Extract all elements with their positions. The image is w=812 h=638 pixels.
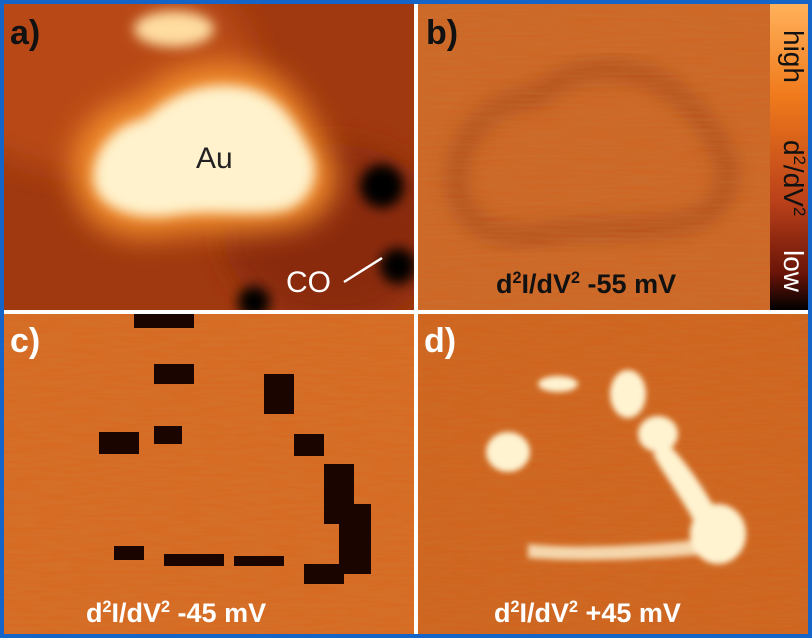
- au-island-label: Au: [196, 142, 233, 175]
- panel-d-spectroscopy-map: d) d2I/dV2 +45 mV: [418, 314, 808, 634]
- panel-label-b: b): [426, 14, 459, 52]
- panel-label-c: c): [10, 322, 41, 360]
- panel-b-spectroscopy-map: b) d2I/dV2 -55 mV: [418, 4, 770, 310]
- colorbar-quantity-label: d2/dV2: [778, 140, 809, 217]
- panel-label-d: d): [424, 322, 457, 360]
- panel-a-topography: a) Au CO: [4, 4, 414, 310]
- spectroscopy-image-c: [4, 314, 414, 634]
- dark-outline-c: [99, 314, 371, 584]
- spectroscopy-image-d: [418, 314, 808, 634]
- caption-b: d2I/dV2 -55 mV: [496, 269, 677, 299]
- colorbar: [770, 4, 808, 310]
- colorbar-high-label: high: [778, 30, 809, 83]
- bright-outline-d: [486, 370, 746, 564]
- vertical-divider: [414, 4, 418, 634]
- spectroscopy-image-b: [418, 4, 770, 310]
- panel-c-spectroscopy-map: c) d2I/dV2 -45 mV: [4, 314, 414, 634]
- panel-label-a: a): [10, 14, 41, 52]
- co-molecule-label: CO: [286, 266, 331, 299]
- horizontal-divider: [4, 310, 808, 314]
- topography-image: [4, 4, 414, 310]
- caption-c: d2I/dV2 -45 mV: [86, 598, 267, 628]
- colorbar-low-label: low: [778, 250, 809, 293]
- caption-d: d2I/dV2 +45 mV: [494, 598, 681, 628]
